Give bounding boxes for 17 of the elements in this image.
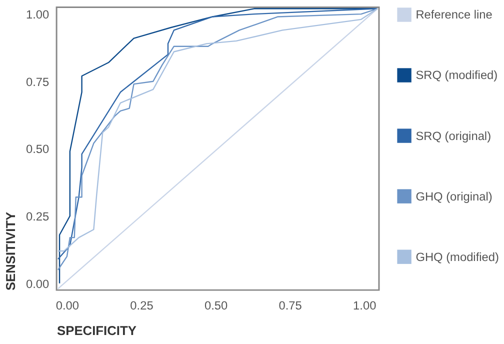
- y-tick-label: 0.00: [26, 276, 50, 291]
- y-axis-title: SENSITIVITY: [3, 211, 18, 291]
- x-tick-label: 0.75: [278, 298, 302, 312]
- legend-label: SRQ (original): [416, 128, 492, 143]
- x-tick-label: 0.50: [204, 298, 228, 312]
- legend-label: SRQ (modified): [416, 68, 498, 82]
- y-tick-label: 1.00: [26, 8, 50, 22]
- x-tick-label: 0.25: [130, 298, 154, 312]
- legend-label: Reference line: [416, 8, 493, 22]
- y-tick-label: 0.50: [26, 142, 50, 156]
- x-tick-label: 1.00: [353, 298, 377, 312]
- legend-label: GHQ (modified): [416, 250, 499, 264]
- x-axis-title: SPECIFICITY: [57, 323, 137, 338]
- x-tick-label: 0.00: [56, 298, 80, 312]
- y-tick-label: 0.75: [26, 74, 50, 89]
- legend-label: GHQ (original): [416, 189, 492, 204]
- y-tick-label: 0.25: [26, 209, 50, 224]
